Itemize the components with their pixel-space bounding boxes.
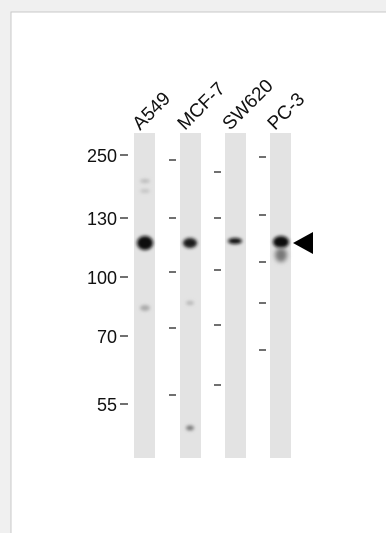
band bbox=[186, 426, 194, 431]
page: 250 130 100 70 55 A549 MCF-7 SW620 PC-3 … bbox=[0, 0, 386, 533]
band bbox=[140, 179, 150, 183]
band bbox=[183, 238, 197, 248]
band bbox=[140, 189, 150, 193]
marker-label: 250 bbox=[87, 146, 117, 166]
lane bbox=[180, 133, 201, 458]
band-smear bbox=[275, 248, 287, 262]
marker-label: 55 bbox=[97, 395, 117, 415]
lane bbox=[225, 133, 246, 458]
lane bbox=[270, 133, 291, 458]
marker-label: 130 bbox=[87, 209, 117, 229]
band bbox=[228, 238, 242, 244]
marker-label: 100 bbox=[87, 268, 117, 288]
band bbox=[186, 301, 194, 305]
band bbox=[140, 305, 150, 311]
marker-label: 70 bbox=[97, 327, 117, 347]
blot-figure: 250 130 100 70 55 A549 MCF-7 SW620 PC-3 bbox=[0, 0, 386, 533]
band bbox=[273, 236, 289, 248]
band bbox=[137, 236, 153, 250]
